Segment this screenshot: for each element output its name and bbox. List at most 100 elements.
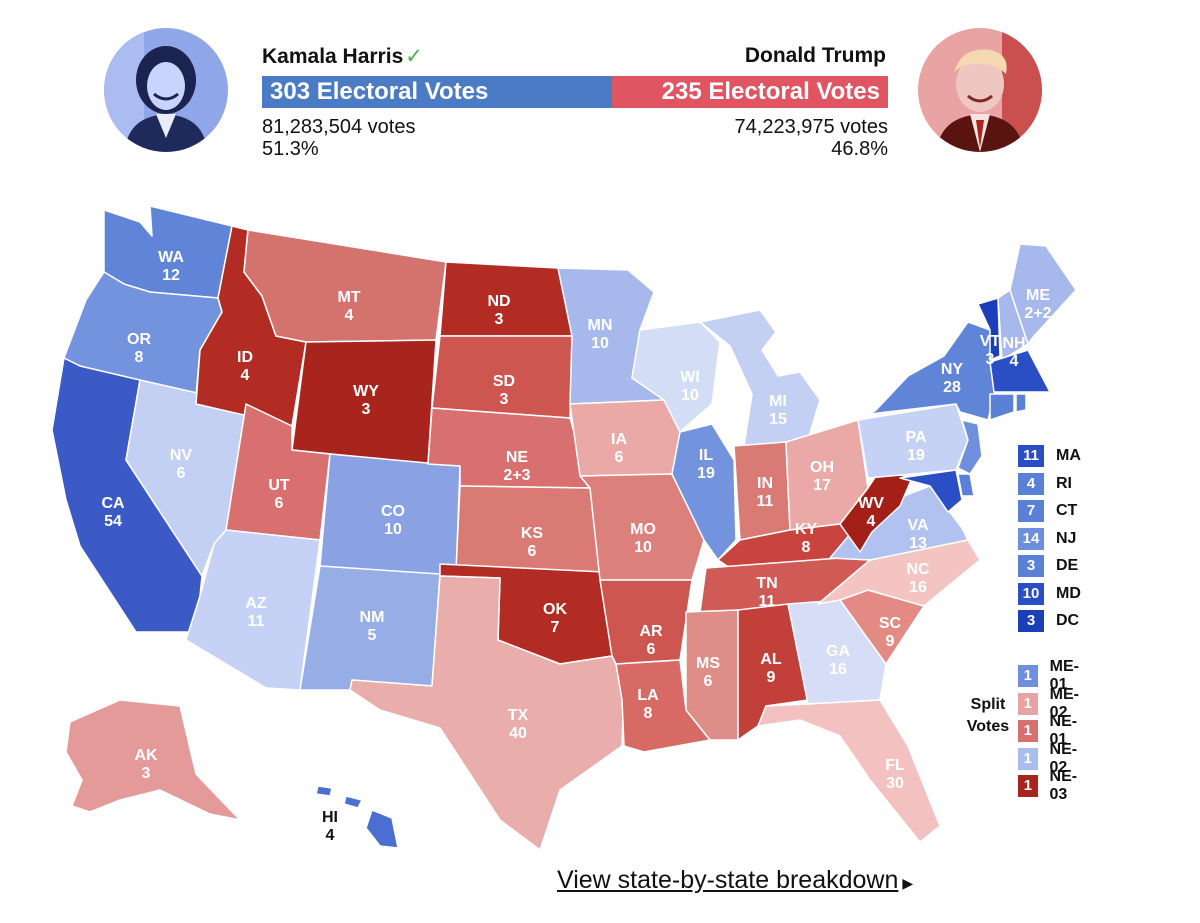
state-label-ne: NE [506, 449, 529, 466]
state-ev-ga: 16 [829, 661, 847, 678]
state-label-pa: PA [905, 429, 926, 446]
state-label-il: IL [699, 447, 713, 464]
state-ev-nh: 4 [1010, 353, 1019, 370]
small-state-row: 3 DC [1018, 609, 1079, 633]
state-ct[interactable] [989, 393, 1015, 421]
state-vt[interactable] [977, 297, 1001, 361]
state-de[interactable] [957, 473, 975, 497]
state-ny[interactable] [869, 321, 997, 421]
state-wv[interactable] [839, 469, 913, 553]
state-label-va: VA [907, 517, 928, 534]
state-ev-co: 10 [384, 521, 402, 538]
state-ev-ky: 8 [802, 539, 811, 556]
small-state-ev-box: 10 [1018, 582, 1044, 605]
state-label-mo: MO [630, 521, 656, 538]
trump-portrait [918, 28, 1042, 152]
state-ev-va: 13 [909, 535, 927, 552]
small-state-ev-box: 14 [1018, 527, 1044, 550]
state-ri[interactable] [1015, 393, 1027, 413]
state-label-or: OR [127, 331, 151, 348]
state-ev-wa: 12 [162, 267, 180, 284]
split-vote-row: 1 NE-01 [1018, 713, 1084, 748]
state-ev-wi: 10 [681, 387, 699, 404]
split-vote-abbr: NE-03 [1049, 768, 1078, 803]
split-vote-ev-box: 1 [1018, 720, 1038, 742]
state-ev-nm: 5 [368, 627, 377, 644]
split-vote-abbr: ME-01 [1049, 658, 1079, 693]
state-la[interactable] [615, 659, 711, 753]
small-state-row: 10 MD [1018, 582, 1081, 606]
small-state-abbr: NJ [1056, 529, 1077, 547]
small-state-row: 3 DE [1018, 554, 1078, 578]
state-ev-in: 11 [757, 493, 774, 510]
state-ak[interactable] [65, 699, 241, 821]
trump-name: Donald Trump [744, 44, 886, 67]
state-label-ca: CA [101, 495, 125, 512]
state-label-ga: GA [826, 643, 850, 660]
state-label-mt: MT [337, 289, 360, 306]
state-label-nh: NH [1002, 335, 1025, 352]
state-ms[interactable] [685, 609, 739, 741]
state-ev-mo: 10 [634, 539, 652, 556]
small-state-ev-box: 4 [1018, 472, 1044, 495]
state-breakdown-link-text[interactable]: View state-by-state breakdown [557, 866, 899, 894]
state-ev-ar: 6 [647, 641, 656, 658]
small-state-ev-box: 7 [1018, 500, 1044, 522]
state-ev-ms: 6 [704, 673, 713, 690]
small-state-ev-box: 11 [1018, 445, 1044, 467]
state-label-vt: VT [980, 333, 1001, 350]
harris-name-text: Kamala Harris [262, 45, 404, 68]
state-label-id: ID [237, 349, 253, 366]
state-ev-ne: 2+3 [503, 467, 530, 484]
state-ev-ia: 6 [615, 449, 624, 466]
small-state-abbr: MA [1056, 447, 1081, 464]
state-label-ks: KS [521, 525, 544, 542]
state-ev-ut: 6 [275, 495, 284, 512]
small-state-row: 7 CT [1018, 499, 1077, 523]
state-label-nd: ND [487, 293, 510, 310]
harris-votes: 81,283,504 votes [262, 116, 416, 138]
state-ev-az: 11 [248, 613, 265, 630]
small-state-abbr: DC [1056, 612, 1080, 629]
state-ev-pa: 19 [907, 447, 925, 464]
state-ev-ca: 54 [104, 513, 122, 530]
state-md[interactable] [899, 469, 963, 513]
state-label-ny: NY [941, 361, 964, 378]
state-ev-wv: 4 [867, 513, 876, 530]
state-label-az: AZ [245, 595, 267, 612]
state-label-ms: MS [696, 655, 720, 672]
state-fl[interactable] [757, 699, 941, 843]
state-ev-fl: 30 [886, 775, 904, 792]
winner-check-icon: ✓ [405, 45, 423, 68]
state-breakdown-link[interactable]: View state-by-state breakdown ▶ [557, 866, 913, 895]
harris-electoral-bar: 303 Electoral Votes [262, 76, 612, 108]
state-label-ia: IA [611, 431, 627, 448]
state-me[interactable] [1009, 243, 1077, 345]
small-state-abbr: CT [1056, 502, 1078, 519]
state-ev-al: 9 [767, 669, 776, 686]
state-ev-oh: 17 [813, 477, 831, 494]
state-il[interactable] [671, 423, 737, 561]
state-ev-la: 8 [644, 705, 653, 722]
state-mi[interactable] [699, 309, 821, 447]
state-ev-sc: 9 [886, 633, 895, 650]
state-label-nc: NC [906, 561, 930, 578]
state-az[interactable] [185, 529, 321, 691]
state-ma[interactable] [989, 349, 1051, 393]
state-label-ok: OK [543, 601, 567, 618]
state-label-wa: WA [158, 249, 184, 266]
state-label-ut: UT [268, 477, 290, 494]
state-hi[interactable] [315, 785, 399, 849]
play-arrow-icon[interactable]: ▶ [902, 875, 914, 891]
state-label-co: CO [381, 503, 405, 520]
state-ev-nc: 16 [909, 579, 927, 596]
state-tx[interactable] [349, 575, 625, 851]
state-ev-hi: 4 [326, 827, 335, 844]
state-ev-nv: 6 [177, 465, 186, 482]
harris-popular-vote: 81,283,504 votes 51.3% [262, 116, 415, 160]
state-mt[interactable] [243, 229, 447, 343]
split-vote-abbr: NE-02 [1049, 740, 1078, 776]
trump-electoral-bar: 235 Electoral Votes [612, 76, 888, 108]
state-ev-il: 19 [697, 465, 715, 482]
small-state-row: 14 NJ [1018, 527, 1076, 551]
